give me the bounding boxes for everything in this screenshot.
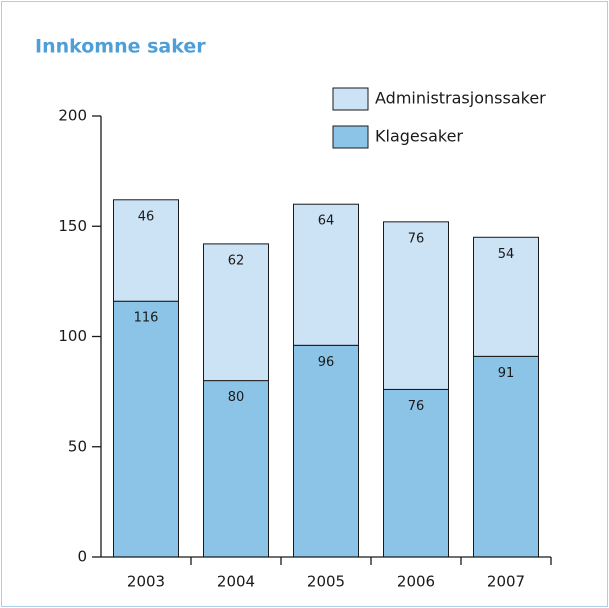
data-label: 54 [498,247,515,262]
bar-segment [383,388,449,558]
x-tick-label: 2004 [217,573,255,591]
bar-segment [473,236,539,357]
bar-segment [203,380,269,558]
bar-segment [293,344,359,558]
y-tick-label: 50 [68,437,87,455]
x-tick-label: 2003 [127,573,165,591]
legend-swatch [332,125,369,149]
bar-segment [473,355,539,558]
bar-segment [383,221,449,390]
bar-segment [203,243,269,382]
data-label: 76 [408,231,425,246]
data-label: 46 [138,209,155,224]
data-label: 64 [318,214,335,229]
data-label: 116 [134,311,159,326]
y-tick-label: 0 [77,548,87,566]
legend-swatch [332,87,369,111]
data-label: 76 [408,399,425,414]
legend-label: Administrasjonssaker [375,89,546,108]
data-label: 91 [498,366,515,381]
legend-label: Klagesaker [375,127,463,146]
bar-segment [113,199,179,302]
x-tick-label: 2006 [397,573,435,591]
y-tick-label: 200 [58,107,87,125]
bar-segment [113,300,179,558]
data-label: 80 [228,390,245,405]
x-tick-label: 2005 [307,573,345,591]
y-tick-label: 100 [58,327,87,345]
chart-title: Innkomne saker [35,36,206,58]
data-label: 96 [318,355,335,370]
bar-segment [293,203,359,346]
y-tick-label: 150 [58,217,87,235]
x-tick-label: 2007 [487,573,525,591]
data-label: 62 [228,253,245,268]
